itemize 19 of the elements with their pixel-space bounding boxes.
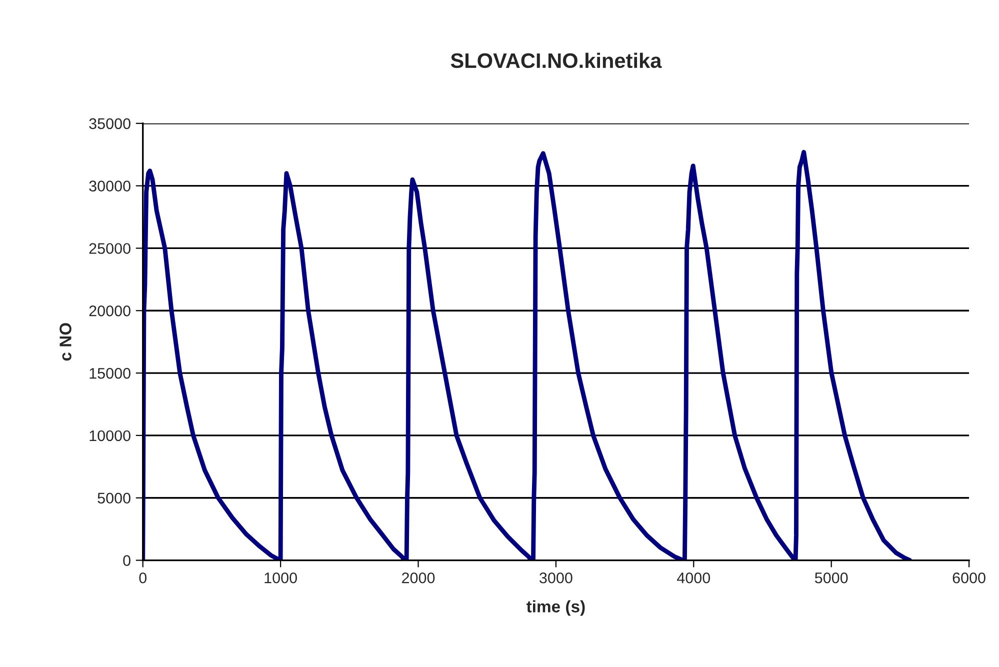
y-tick-label: 10000 xyxy=(90,430,130,442)
x-tick-label: 1000 xyxy=(264,572,297,584)
line-series xyxy=(142,150,912,560)
y-tick-label: 5000 xyxy=(98,492,130,504)
x-tick-label: 6000 xyxy=(952,572,986,584)
y-tick-label: 30000 xyxy=(89,180,130,192)
x-tick-label: 4000 xyxy=(677,572,710,584)
y-tick-label: 0 xyxy=(123,555,130,566)
x-tick-label: 3000 xyxy=(540,572,572,584)
y-tick-label: 20000 xyxy=(89,306,130,316)
chart-title: SLOVACI.NO.kinetika xyxy=(450,52,662,68)
x-tick-label: 5000 xyxy=(814,572,848,584)
x-axis-title: time (s) xyxy=(526,600,585,616)
y-axis-title: c NO xyxy=(60,323,72,361)
x-tick-label: 2000 xyxy=(402,572,435,584)
x-tick-label: 0 xyxy=(139,572,147,584)
y-tick-label: 15000 xyxy=(90,368,130,379)
y-tick-label: 25000 xyxy=(89,243,130,254)
y-tick-label: 35000 xyxy=(89,118,130,130)
